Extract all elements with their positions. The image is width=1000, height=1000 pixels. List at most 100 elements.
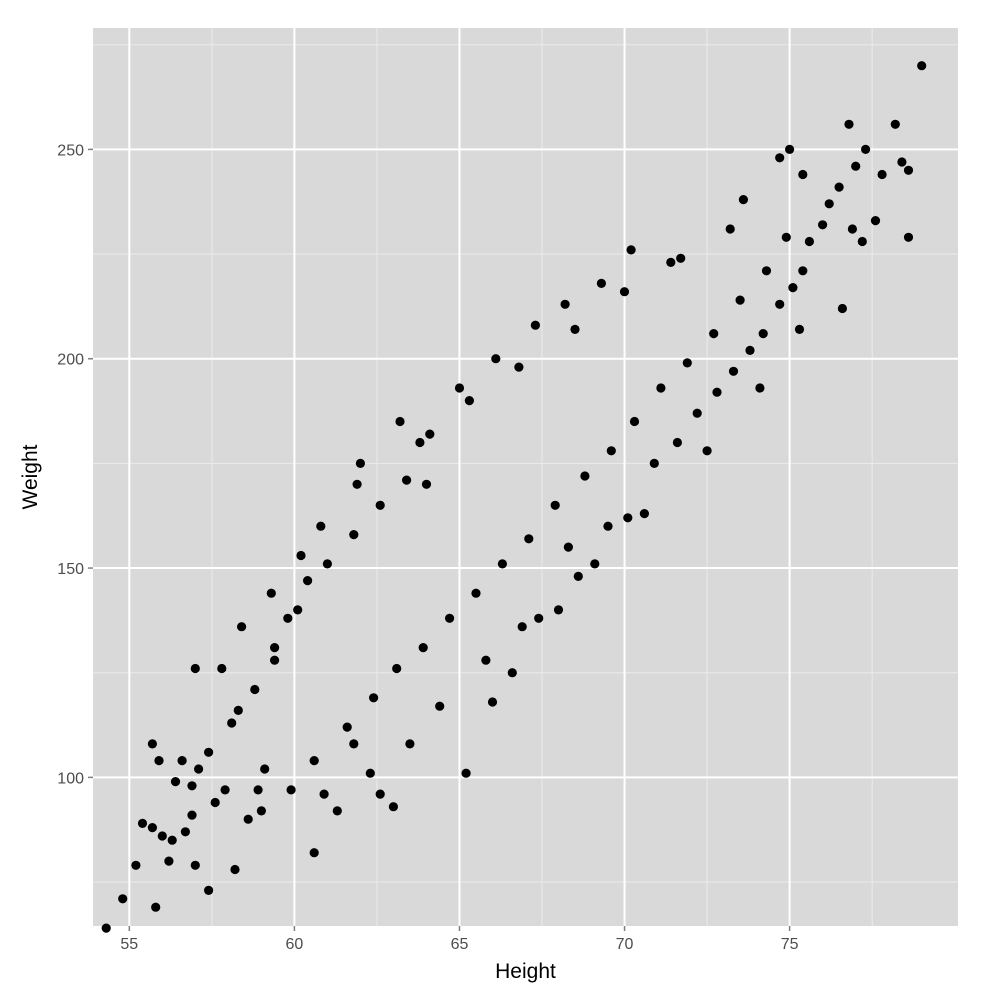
data-point — [332, 806, 342, 816]
data-point — [217, 663, 227, 674]
data-point — [623, 513, 633, 523]
data-point — [177, 756, 187, 766]
data-point — [137, 818, 148, 829]
major-gridlines — [93, 28, 958, 926]
data-point — [804, 236, 815, 247]
data-point — [775, 299, 785, 309]
data-point — [676, 253, 686, 263]
data-point — [870, 216, 881, 226]
data-point — [418, 643, 428, 653]
data-point — [570, 324, 580, 334]
data-point — [890, 119, 900, 129]
data-point — [402, 475, 412, 485]
data-point — [164, 856, 174, 866]
data-point — [761, 266, 772, 276]
data-point — [903, 165, 914, 175]
data-point — [316, 521, 326, 531]
data-point — [692, 408, 702, 418]
data-point — [395, 416, 405, 427]
y-tick-label: 100 — [57, 770, 84, 787]
x-axis-title: Height — [495, 960, 556, 983]
data-point — [210, 797, 220, 808]
data-point — [897, 157, 907, 167]
data-point — [204, 747, 214, 757]
data-point — [204, 885, 214, 896]
data-point — [758, 329, 768, 339]
data-point — [369, 693, 379, 703]
data-point — [785, 144, 795, 154]
y-tick-label: 200 — [57, 352, 84, 369]
data-point — [392, 663, 402, 674]
data-point — [798, 169, 808, 180]
data-point — [170, 777, 181, 787]
data-point — [550, 500, 560, 510]
data-point — [861, 144, 871, 154]
data-point — [293, 605, 303, 615]
data-point — [220, 785, 230, 795]
data-point — [421, 479, 432, 489]
data-point — [227, 718, 237, 728]
data-point — [524, 534, 534, 544]
data-point — [514, 362, 524, 372]
data-point — [877, 169, 887, 180]
data-point — [847, 224, 858, 234]
data-point — [349, 530, 359, 540]
data-point — [131, 860, 141, 870]
data-point — [553, 605, 564, 615]
data-points — [101, 61, 927, 933]
data-point — [445, 613, 455, 623]
x-tick-label: 55 — [120, 936, 138, 953]
data-point — [682, 358, 692, 368]
data-point — [461, 768, 471, 778]
data-point — [388, 802, 398, 812]
data-point — [580, 471, 590, 481]
data-point — [725, 224, 735, 234]
data-point — [788, 283, 798, 293]
data-point — [534, 613, 544, 623]
data-point — [237, 622, 247, 632]
minor-gridlines — [93, 28, 958, 926]
data-point — [180, 827, 190, 837]
x-axis-ticks: 55 60 65 70 75 — [120, 926, 799, 953]
data-point — [656, 383, 666, 393]
data-point — [435, 701, 445, 711]
data-point — [563, 542, 574, 552]
data-point — [190, 860, 200, 870]
data-point — [405, 739, 415, 749]
data-point — [497, 559, 507, 569]
data-point — [375, 789, 385, 799]
data-point — [798, 266, 808, 276]
data-point — [837, 303, 848, 314]
data-point — [560, 299, 570, 309]
data-point — [233, 705, 243, 716]
data-point — [167, 835, 177, 845]
data-point — [619, 287, 630, 297]
data-point — [187, 810, 197, 820]
data-point — [702, 446, 712, 456]
y-axis-ticks: 100 150 200 250 — [57, 142, 93, 787]
data-point — [794, 324, 805, 334]
data-point — [270, 643, 280, 653]
data-point — [471, 588, 481, 598]
data-point — [903, 232, 914, 242]
data-point — [818, 220, 828, 230]
data-point — [517, 622, 527, 632]
data-point — [735, 295, 745, 305]
data-point — [319, 789, 329, 799]
data-point — [487, 697, 498, 707]
data-point — [824, 199, 834, 209]
x-tick-label: 60 — [285, 936, 303, 953]
data-point — [283, 613, 293, 623]
y-axis-title: Weight — [19, 444, 42, 509]
data-point — [101, 923, 111, 933]
data-point — [187, 781, 197, 791]
data-point — [781, 232, 791, 242]
data-point — [266, 588, 276, 598]
data-point — [629, 416, 640, 427]
data-point — [230, 864, 240, 875]
data-point — [738, 195, 749, 205]
data-point — [491, 354, 501, 364]
data-point — [322, 559, 332, 569]
